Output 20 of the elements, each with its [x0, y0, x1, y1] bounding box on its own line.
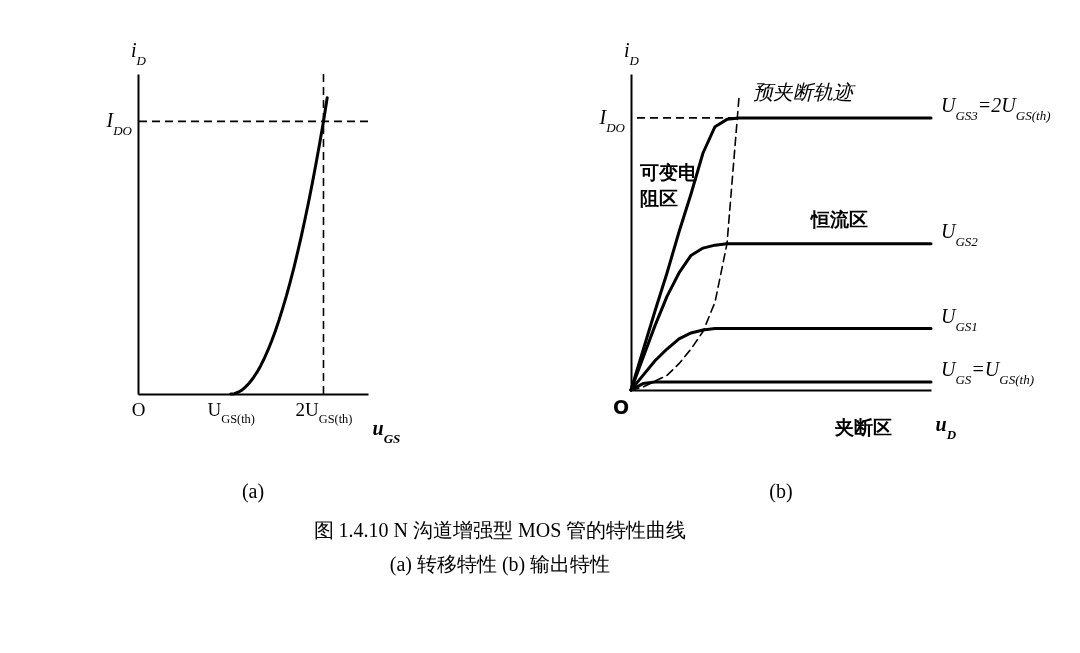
x-axis-title: u$_{D}$	[935, 412, 957, 441]
ref-line-label: I$_{DO}$	[105, 109, 133, 138]
y-axis-title: i$_{D}$	[131, 38, 147, 67]
series-label: U$_{GS2}$	[941, 219, 979, 249]
y-axis-title: i$_{D}$	[624, 38, 640, 67]
ref-line-label: I$_{DO}$	[598, 105, 626, 135]
x-tick-label: O	[131, 398, 146, 420]
x-tick-label: 2U$_{GS(th)}$	[295, 398, 353, 426]
series-label: U$_{GS1}$	[941, 304, 978, 334]
text: (b)	[769, 480, 793, 504]
series-label: U$_{GS3}$=2U$_{GS(th)}$	[941, 93, 1051, 123]
caption: 图 1.4.10 N 沟道增强型 MOS 管的特性曲线	[312, 518, 688, 543]
x-axis-title: u$_{GS}$	[372, 416, 401, 445]
text: 夹断区	[834, 416, 892, 439]
text: (a)	[241, 480, 265, 503]
x-tick-label: U$_{GS(th)}$	[207, 398, 255, 426]
text: (a) 转移特性 (b) 输出特性	[388, 552, 612, 578]
series-label: U$_{GS}$=U$_{GS(th)}$	[941, 358, 1034, 387]
annotation: 恒流区	[810, 208, 868, 231]
series-label: 预夹断轨迹	[753, 81, 856, 104]
